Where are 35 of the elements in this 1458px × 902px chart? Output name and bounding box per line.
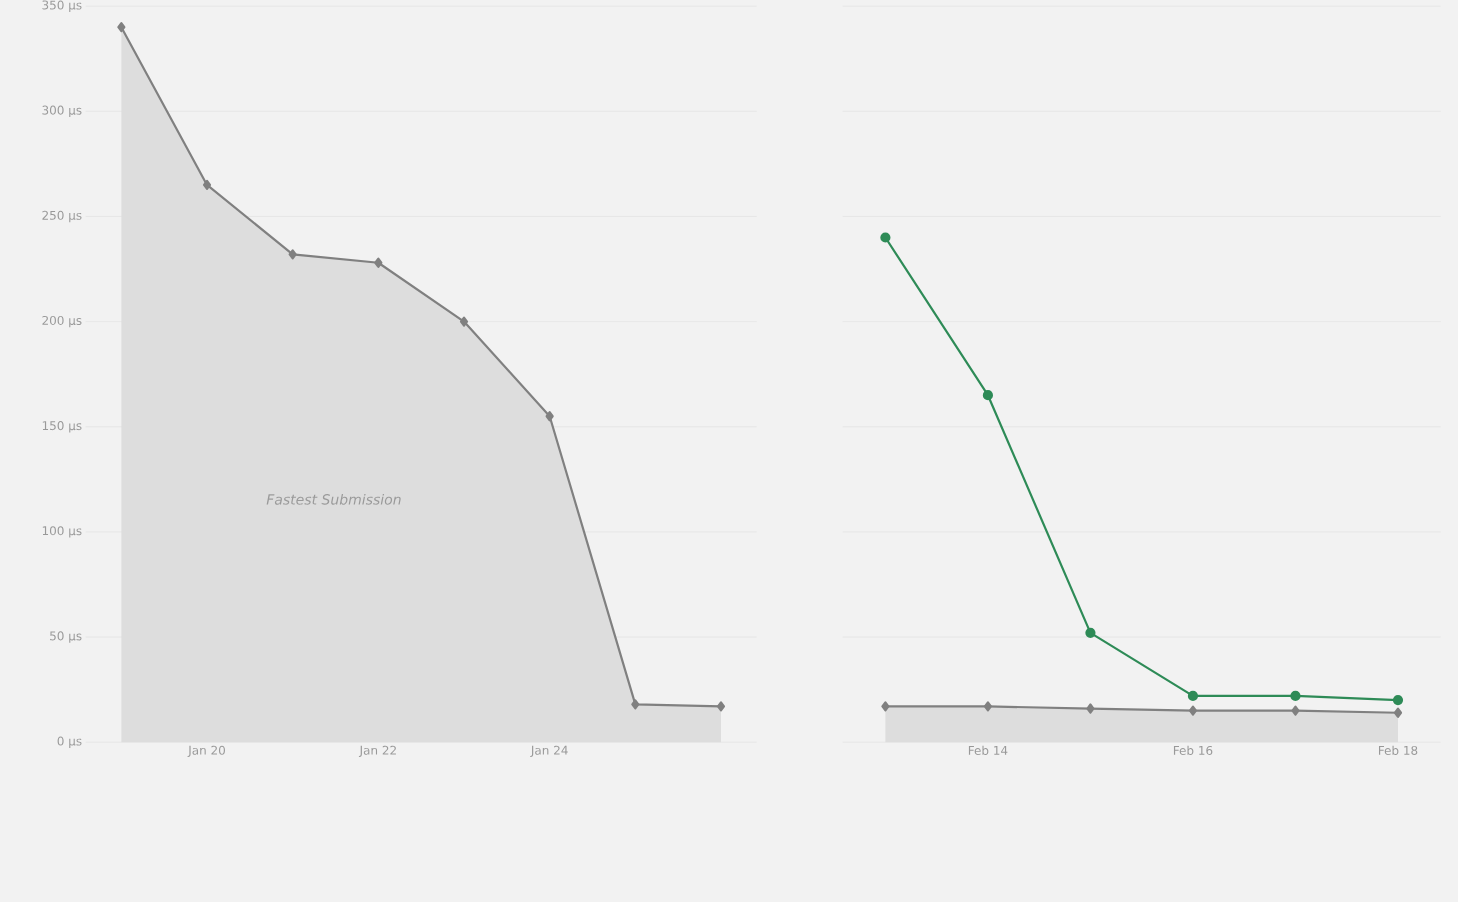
point	[1393, 707, 1403, 718]
point	[982, 390, 994, 401]
y-tick-label: 350 µs	[42, 0, 82, 12]
point	[1290, 690, 1301, 702]
point	[716, 701, 726, 712]
y-tick-label: 250 µs	[42, 210, 82, 223]
point	[881, 701, 890, 712]
point	[288, 249, 297, 260]
point	[374, 257, 383, 268]
x-tick-label: Feb 14	[968, 745, 1008, 755]
y-tick-label: 300 µs	[42, 105, 82, 118]
x-tick-label: Feb 18	[1378, 745, 1418, 755]
y-tick-label: 200 µs	[42, 315, 82, 328]
y-tick-label: 50 µs	[50, 631, 82, 643]
x-tick-label: Jan 22	[358, 745, 396, 758]
x-tick-label: Feb 16	[1173, 745, 1213, 755]
point	[1392, 695, 1404, 706]
point	[117, 22, 126, 33]
y-tick-label: 100 µs	[42, 526, 82, 538]
x-tick-label: Jan 20	[187, 745, 225, 758]
point	[459, 316, 469, 327]
point	[1291, 705, 1300, 716]
point	[983, 701, 993, 712]
point	[1188, 705, 1198, 716]
point	[202, 179, 212, 191]
point	[631, 699, 640, 710]
point	[545, 411, 554, 422]
point	[1187, 690, 1199, 702]
y-tick-label: 150 µs	[42, 421, 82, 433]
point	[1085, 627, 1096, 638]
point	[1086, 703, 1095, 714]
point	[880, 232, 891, 243]
x-tick-label: Jan 24	[530, 745, 568, 758]
annotation: Fastest Submission	[266, 493, 401, 505]
y-tick-label: 0 µs	[57, 736, 82, 748]
